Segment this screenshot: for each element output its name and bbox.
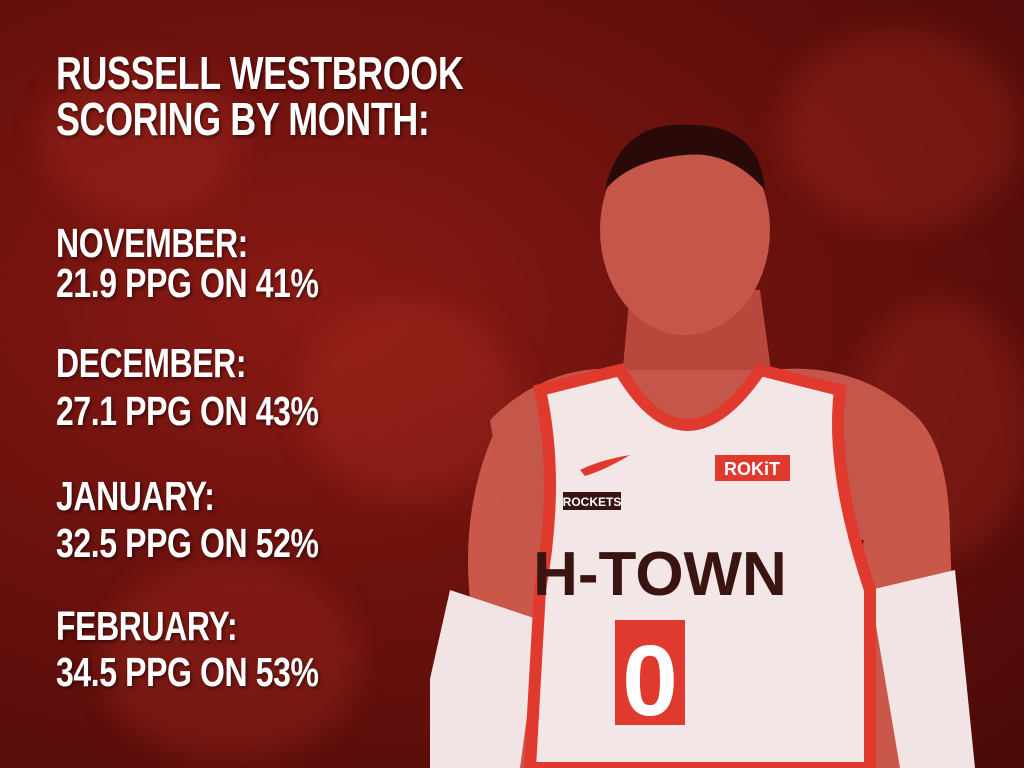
stat-november: 21.9 PPG ON 41%	[56, 260, 319, 306]
player-photo: ROKiT ROCKETS H-TOWN 0	[430, 124, 975, 768]
month-december: DECEMBER:	[56, 340, 247, 386]
stat-december: 27.1 PPG ON 43%	[56, 388, 319, 434]
jersey-wordmark: H-TOWN	[533, 540, 787, 609]
team-text: ROCKETS	[563, 495, 622, 509]
bokeh	[780, 30, 1020, 230]
month-february: FEBRUARY:	[56, 603, 238, 649]
hair	[605, 124, 765, 190]
stat-february: 34.5 PPG ON 53%	[56, 649, 319, 695]
month-november: NOVEMBER:	[56, 220, 248, 266]
headline-line-2: SCORING BY MONTH:	[56, 93, 430, 145]
headline-line-1: RUSSELL WESTBROOK	[56, 47, 464, 99]
month-january: JANUARY:	[56, 473, 215, 519]
right-sleeve	[870, 570, 975, 768]
head	[600, 125, 770, 335]
stat-january: 32.5 PPG ON 52%	[56, 520, 319, 566]
left-sleeve	[430, 590, 540, 768]
number-patch	[615, 620, 685, 725]
bokeh	[40, 60, 240, 220]
sponsor-text: ROKiT	[724, 459, 780, 479]
bokeh	[100, 560, 360, 760]
jersey-number: 0	[622, 625, 678, 737]
sponsor-patch	[715, 455, 790, 481]
swoosh-icon	[580, 455, 630, 476]
team-patch	[563, 492, 621, 510]
